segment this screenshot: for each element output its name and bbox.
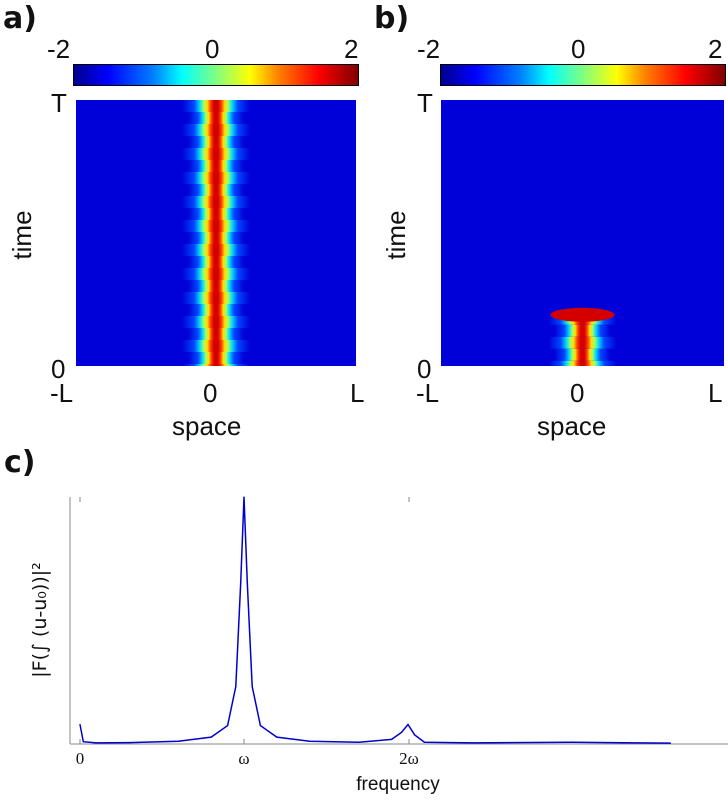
spectrum-point (276, 736, 278, 738)
panel-a-ytick-bottom: 0 (51, 354, 66, 384)
panel-a-label: a) (3, 1, 37, 36)
panel-a-ytick-top: T (51, 88, 67, 118)
spectrum-point (177, 740, 179, 742)
spectrum-point (251, 685, 253, 688)
spectrum-point (637, 742, 639, 744)
spectrum-point (669, 742, 672, 744)
spectrum-point (259, 725, 261, 727)
panel-a-xtick-mid: 0 (203, 378, 218, 408)
spectrum-point (358, 741, 360, 743)
spectrum-point (210, 736, 212, 738)
panel-c-xtick-0: 0 (76, 749, 85, 768)
spectrum-point (243, 496, 245, 498)
panel-b-label: b) (374, 1, 410, 36)
spectrum-point (309, 740, 311, 742)
pulse-band (182, 220, 250, 232)
panel-b-xlabel: space (537, 411, 607, 441)
pulse-band (182, 292, 250, 304)
panel-a-xtick-right: L (350, 378, 365, 408)
spectrum-point (82, 741, 84, 743)
panel-b-heatmap (441, 100, 724, 366)
spectrum-point (79, 723, 81, 726)
panel-a-colorbar-tick-max: 2 (344, 34, 359, 64)
panel-b-colorbar-tick-min: -2 (417, 34, 441, 64)
pulse-band (182, 196, 250, 208)
pulse-cap (550, 307, 615, 322)
panel-c-ylabel: |F(∫ (u-u₀))|² (29, 562, 51, 678)
panel-a-heatmap-svg (76, 100, 356, 366)
pulse-band (182, 244, 250, 256)
spectrum-point (423, 741, 425, 743)
pulse-band (188, 352, 244, 364)
pulse-band (182, 316, 250, 328)
spectrum-point (128, 742, 130, 744)
pulse-band (548, 360, 617, 366)
pulse-band (182, 124, 250, 136)
pulse-band (188, 232, 244, 244)
spectrum-point (240, 582, 242, 584)
pulse-band (188, 160, 244, 172)
pulse-band (188, 256, 244, 268)
pulse-band (188, 208, 244, 220)
pulse-band (188, 112, 244, 124)
pulse-band (188, 184, 244, 196)
panel-b-xtick-mid: 0 (570, 378, 585, 408)
panel-a-xlabel: space (172, 411, 242, 441)
panel-b-xtick-right: L (708, 378, 723, 408)
pulse-band (182, 100, 250, 112)
spectrum-point (227, 725, 229, 727)
pulse-band (554, 324, 611, 337)
panel-a-colorbar-tick-min: -2 (47, 34, 71, 64)
panel-b-xtick-left: -L (416, 378, 440, 408)
panel-b-colorbar-tick-mid: 0 (571, 34, 586, 64)
panel-a-colorbar (73, 64, 359, 86)
spectrum-point (413, 734, 416, 736)
spectrum-point (407, 723, 409, 726)
pulse-band (188, 304, 244, 316)
pulse-band (548, 336, 617, 349)
pulse-band (182, 172, 250, 184)
panel-c-spectrum-points (79, 496, 672, 744)
panel-c-label: c) (4, 445, 36, 480)
panel-a-heatmap (76, 100, 356, 366)
spectrum-point (235, 685, 237, 688)
panel-b-heatmap-svg (441, 100, 724, 366)
panel-a-colorbar-tick-mid: 0 (205, 34, 220, 64)
spectrum-point (391, 738, 393, 741)
spectrum-point (571, 741, 573, 743)
panel-b-ytick-bottom: 0 (417, 354, 432, 384)
panel-c-xtick-w: ω (238, 749, 249, 768)
spectrum-point (246, 582, 248, 584)
spectrum-point (473, 742, 475, 744)
panel-b-ytick-top: T (417, 88, 433, 118)
panel-a-pulse (182, 100, 250, 366)
panel-b-colorbar (440, 64, 726, 86)
panel-c-xtick-2w: 2ω (399, 749, 419, 768)
pulse-band (188, 136, 244, 148)
pulse-band (188, 280, 244, 292)
panel-c-xlabel: frequency (356, 774, 440, 795)
spectrum-point (95, 742, 97, 744)
pulse-band (182, 364, 250, 366)
pulse-band (182, 268, 250, 280)
panel-a-xtick-left: -L (50, 378, 74, 408)
panel-b-colorbar-tick-max: 2 (708, 34, 723, 64)
spectrum-point (400, 731, 403, 734)
pulse-band (554, 348, 611, 361)
pulse-band (182, 148, 250, 160)
panel-b-pulse (548, 307, 617, 366)
pulse-band (188, 328, 244, 340)
panel-c-spectrum-line (79, 496, 671, 744)
pulse-band (182, 340, 250, 352)
